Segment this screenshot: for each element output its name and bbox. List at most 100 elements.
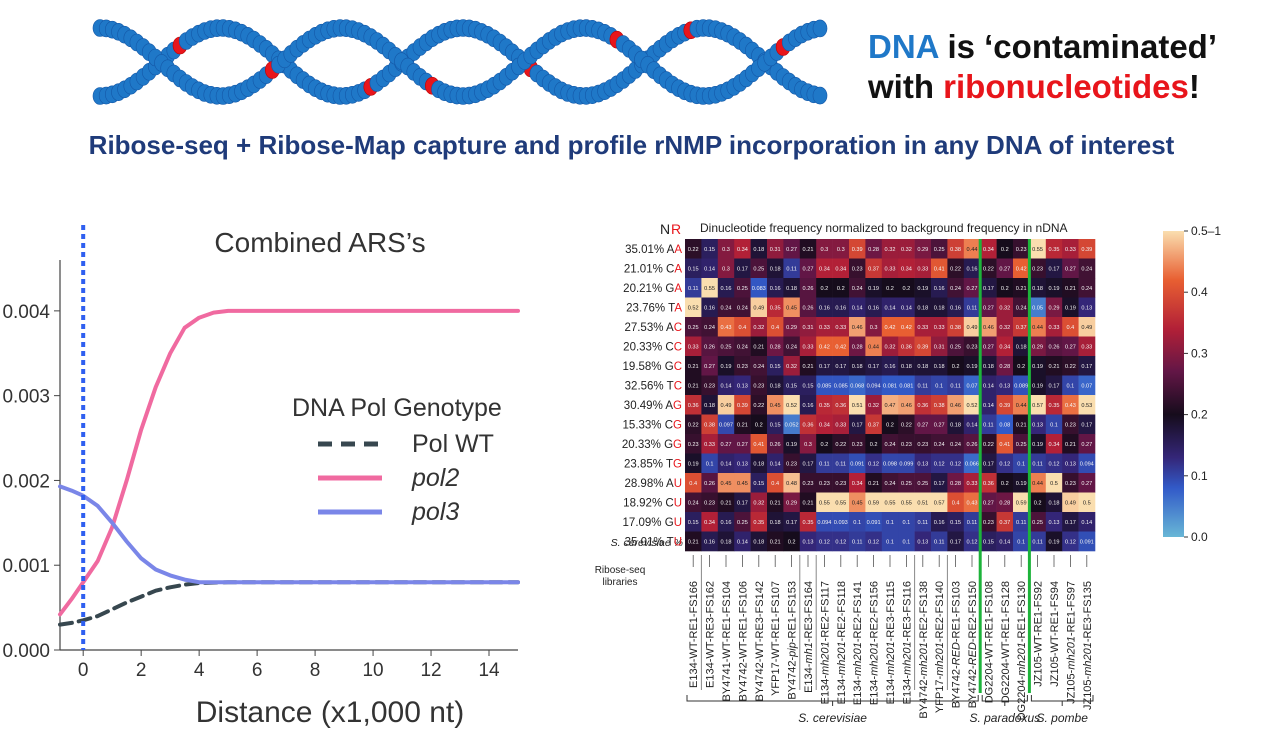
- heatmap-cell: [980, 531, 997, 552]
- heatmap-cell: [947, 375, 965, 396]
- heatmap-cell: [996, 453, 1014, 474]
- heatmap-cell: [832, 258, 850, 279]
- heatmap-cell-value: 0.25: [1016, 442, 1027, 448]
- heatmap-cell: [783, 356, 801, 376]
- heatmap-cell: [1013, 297, 1030, 318]
- heatmap-cell: [734, 336, 751, 357]
- heatmap-cell: [734, 297, 751, 318]
- heatmap-cell: [963, 297, 981, 318]
- heatmap-cell: [717, 492, 735, 513]
- heatmap-cell: [1045, 356, 1063, 376]
- dna-strand-b: [92, 19, 828, 105]
- heatmap-cell: [1029, 434, 1047, 454]
- heatmap-cell-value: 0.1: [886, 539, 894, 545]
- column-label-part: BY4742-: [787, 656, 799, 699]
- row-label: 17.09% GU: [623, 517, 682, 529]
- heatmap-cell-value: 0.5: [1083, 500, 1091, 506]
- headline-line-1: DNA is ‘contaminated’: [868, 28, 1217, 66]
- heatmap-cell: [1045, 317, 1063, 337]
- heatmap-cell-value: 0.16: [770, 286, 781, 292]
- heatmap-cell: [1045, 395, 1063, 415]
- legend-label: pol2: [411, 464, 459, 492]
- heatmap-cell-value: 0.21: [770, 539, 781, 545]
- species-bracket: [1030, 695, 1094, 706]
- heatmap-cell: [881, 473, 899, 493]
- heatmap-cell: [832, 531, 850, 552]
- column-label: E134-mh201-RE2-FS141: [852, 581, 864, 705]
- line-chart-xlabel: Distance (x1,000 nt): [196, 696, 464, 729]
- heatmap-cell: [1013, 336, 1030, 357]
- heatmap-cell-value: 0.12: [835, 539, 846, 545]
- heatmap-cell: [685, 512, 702, 532]
- heatmap-cell: [1029, 336, 1047, 357]
- row-label-n: C: [665, 341, 673, 353]
- heatmap-cell: [947, 453, 965, 474]
- heatmap-cell: [1013, 453, 1030, 474]
- heatmap-cell: [701, 375, 719, 396]
- heatmap-cell: [865, 414, 883, 435]
- heatmap-row-pct-label: S. cerevisiae %: [611, 537, 683, 549]
- heatmap-cell: [685, 414, 702, 435]
- heatmap-cell-value: 0.14: [1081, 520, 1092, 526]
- heatmap-cell: [980, 258, 997, 279]
- heatmap-cell: [1045, 473, 1063, 493]
- heatmap-cell-value: 0.27: [1065, 266, 1076, 272]
- heatmap-cell: [996, 258, 1014, 279]
- heatmap-cell-value: 0.2: [821, 286, 829, 292]
- heatmap-cell-value: 0.18: [770, 383, 781, 389]
- heatmap-cell: [914, 395, 932, 415]
- heatmap-cell: [767, 453, 784, 474]
- heatmap-cell-value: 0.33: [819, 325, 830, 331]
- heatmap-cell-value: 0.15: [770, 364, 781, 370]
- heatmap-cell-value: 0.17: [950, 539, 961, 545]
- heatmap-cell-value: 0.12: [999, 461, 1010, 467]
- heatmap-cell: [980, 375, 997, 396]
- heatmap-cell: [1062, 356, 1079, 376]
- heatmap-cell: [701, 239, 719, 259]
- heatmap-cell-value: 0.42: [819, 344, 830, 350]
- heatmap-cell-value: 0.35: [770, 305, 781, 311]
- heatmap-cell: [914, 375, 932, 396]
- heatmap-cell-value: 0.29: [917, 247, 928, 253]
- heatmap-cell: [734, 239, 751, 259]
- heatmap-cell-value: 0.41: [753, 442, 764, 448]
- heatmap-cell-value: 0.089: [1014, 383, 1028, 389]
- row-label-pct: 27.53%: [624, 322, 666, 334]
- heatmap-cell-value: 0.1: [1067, 383, 1075, 389]
- heatmap-cell: [701, 258, 719, 279]
- heatmap-cell: [865, 297, 883, 318]
- heatmap-cell: [931, 453, 948, 474]
- heatmap-cell: [963, 258, 981, 279]
- heatmap-cell: [734, 473, 751, 493]
- heatmap-cell: [914, 239, 932, 259]
- heatmap-cell-value: 0.28: [868, 247, 879, 253]
- heatmap-cell-value: 0.27: [1081, 481, 1092, 487]
- heatmap-cell: [996, 492, 1014, 513]
- heatmap-cell: [865, 434, 883, 454]
- heatmap-cell-value: 0.53: [1081, 403, 1092, 409]
- heatmap-cell-value: 0.44: [868, 344, 879, 350]
- heatmap-cell-value: 0.24: [934, 442, 945, 448]
- heatmap-cell-value: 0.21: [1065, 442, 1076, 448]
- heatmap-cell-value: 0.22: [983, 442, 994, 448]
- heatmap-cell-value: 0.13: [1032, 422, 1043, 428]
- row-label-n: A: [665, 400, 673, 412]
- heatmap-cell: [996, 434, 1014, 454]
- heatmap-cell-value: 0.2: [903, 286, 911, 292]
- heatmap-cell: [750, 512, 768, 532]
- heatmap-cell: [898, 492, 915, 513]
- heatmap-cell-value: 0.18: [753, 247, 764, 253]
- heatmap-cell: [963, 414, 981, 435]
- heatmap-cell-value: 0.18: [721, 539, 732, 545]
- heatmap-cell: [701, 414, 719, 435]
- heatmap-cell: [931, 434, 948, 454]
- heatmap-cell: [914, 297, 932, 318]
- column-label-part: -RE3-FS116: [901, 581, 913, 641]
- heatmap-cell: [1062, 512, 1079, 532]
- heatmap-cell-value: 0.14: [999, 539, 1010, 545]
- heatmap-cell-value: 0.093: [834, 520, 848, 526]
- headline-exclamation: !: [1188, 68, 1200, 105]
- row-label: 35.01% AA: [625, 244, 682, 256]
- heatmap-cell: [865, 492, 883, 513]
- heatmap-cell: [865, 278, 883, 298]
